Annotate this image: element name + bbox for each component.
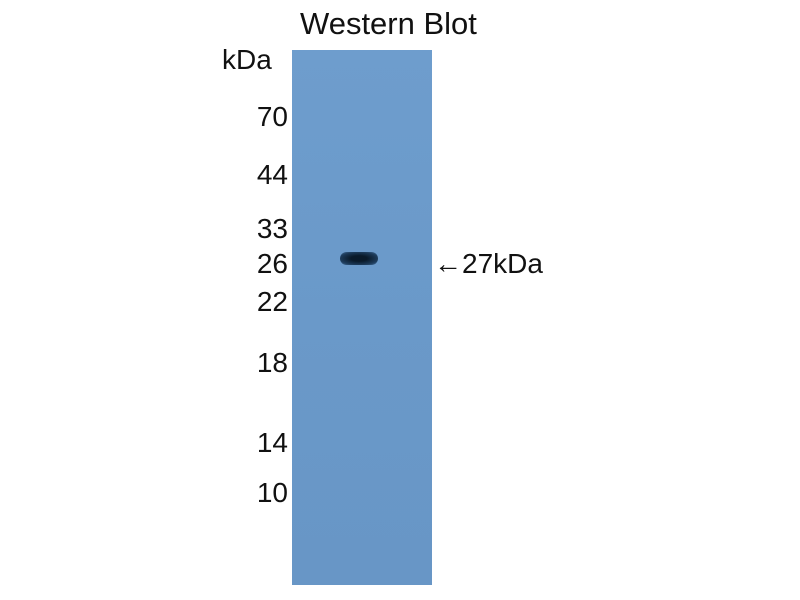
marker-label: 26 [256, 248, 288, 279]
marker-label: 14 [256, 427, 288, 458]
marker-label: 44 [256, 159, 288, 190]
blot-lane [292, 50, 432, 585]
marker-label: 22 [256, 286, 288, 317]
marker-label: 33 [256, 213, 288, 244]
marker-label: 10 [256, 477, 288, 508]
figure-title: Western Blot [300, 6, 477, 41]
marker-label: 18 [256, 347, 288, 378]
band-size-annotation: ←27kDa [434, 248, 543, 279]
protein-band [340, 252, 378, 265]
unit-label: kDa [222, 44, 272, 75]
marker-label: 70 [256, 101, 288, 132]
